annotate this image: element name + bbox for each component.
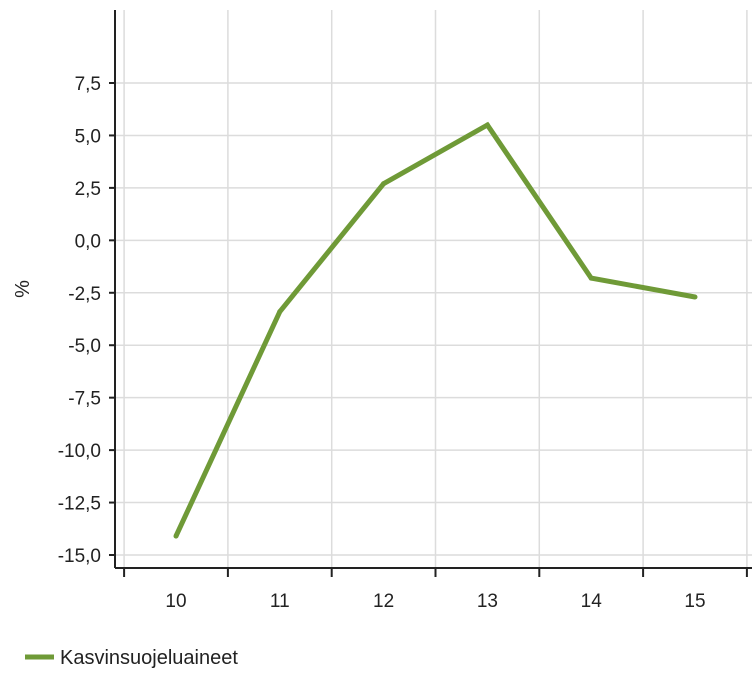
x-tick-label: 13 bbox=[477, 591, 498, 612]
y-tick-label: 0,0 bbox=[75, 231, 101, 252]
axes bbox=[114, 10, 752, 569]
y-tick-label: -15,0 bbox=[58, 546, 101, 567]
x-tick-label: 10 bbox=[165, 591, 186, 612]
x-tick-label: 15 bbox=[684, 591, 705, 612]
y-tick-label: -5,0 bbox=[68, 336, 101, 357]
y-tick-label: 5,0 bbox=[75, 126, 101, 147]
data-point bbox=[484, 122, 490, 128]
data-point bbox=[277, 309, 283, 315]
data-point bbox=[692, 294, 698, 300]
x-tick-label: 14 bbox=[581, 591, 603, 612]
series bbox=[173, 121, 698, 539]
series-line-kasvinsuojeluaineet bbox=[173, 121, 696, 538]
y-axis-title: % bbox=[12, 280, 34, 298]
y-tick-label: 7,5 bbox=[75, 74, 101, 95]
y-tick-label: -12,5 bbox=[58, 494, 101, 515]
y-tick-labels: -15,0 -12,5 -10,0 -7,5 -5,0 -2,5 0,0 2,5 5,0 7,5 bbox=[58, 74, 115, 567]
x-tick-labels: 10 11 12 13 14 15 bbox=[123, 568, 748, 612]
legend: Kasvinsuojeluaineet bbox=[25, 647, 238, 669]
x-tick-label: 11 bbox=[270, 591, 290, 612]
y-tick-label: -2,5 bbox=[68, 284, 101, 305]
x-tick-label: 12 bbox=[373, 591, 394, 612]
y-tick-label: 2,5 bbox=[75, 179, 101, 200]
grid bbox=[115, 10, 752, 568]
data-point bbox=[173, 533, 179, 539]
data-point bbox=[588, 275, 594, 281]
y-tick-label: -7,5 bbox=[68, 389, 101, 410]
data-point bbox=[381, 181, 387, 187]
legend-label-kasvinsuojeluaineet: Kasvinsuojeluaineet bbox=[60, 647, 238, 669]
y-tick-label: -10,0 bbox=[58, 441, 101, 462]
